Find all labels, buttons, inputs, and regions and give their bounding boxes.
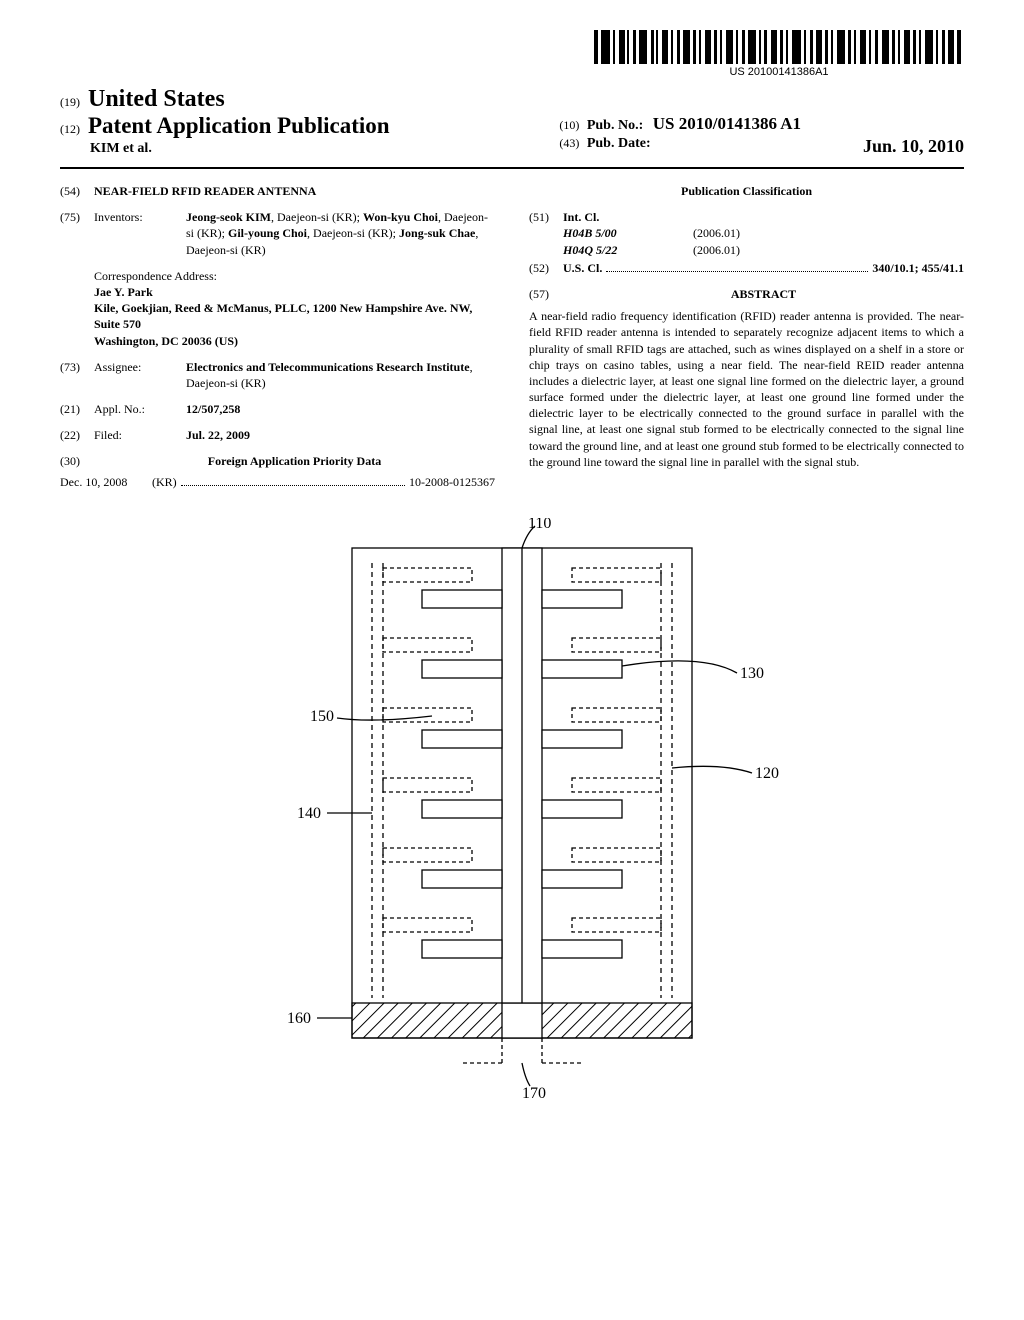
- pub-type-line: (12) Patent Application Publication: [60, 113, 525, 139]
- priority-heading: Foreign Application Priority Data: [94, 453, 495, 469]
- code-19: (19): [60, 95, 80, 109]
- assignee-row: (73) Assignee: Electronics and Telecommu…: [60, 359, 495, 391]
- intcl1-year: (2006.01): [693, 225, 740, 241]
- priority-heading-row: (30) Foreign Application Priority Data: [60, 453, 495, 469]
- priority-no: 10-2008-0125367: [409, 474, 495, 490]
- corr2: Kile, Goekjian, Reed & McManus, PLLC, 12…: [94, 300, 495, 332]
- classification-heading: Publication Classification: [529, 183, 964, 199]
- intcl-row: (51) Int. Cl. H04B 5/00 (2006.01) H04Q 5…: [529, 209, 964, 258]
- inv2: Won-kyu Choi: [363, 210, 438, 224]
- left-column: (54) NEAR-FIELD RFID READER ANTENNA (75)…: [60, 183, 495, 490]
- pub-no-line: (10) Pub. No.: US 2010/0141386 A1: [559, 114, 964, 134]
- intcl2-year: (2006.01): [693, 242, 740, 258]
- pub-no-label: Pub. No.:: [587, 118, 643, 133]
- filed-row: (22) Filed: Jul. 22, 2009: [60, 427, 495, 443]
- dotline: [181, 485, 405, 486]
- dotline2: [606, 271, 868, 272]
- filed: Jul. 22, 2009: [186, 427, 495, 443]
- patent-figure: 110 130 120 150 140 160 170: [232, 518, 792, 1098]
- intcl-label: Int. Cl.: [563, 209, 964, 225]
- pub-date: Jun. 10, 2010: [863, 136, 964, 157]
- barcode: US 20100141386A1: [594, 30, 964, 78]
- inv3: Gil-young Choi: [228, 226, 307, 240]
- assignee-name: Electronics and Telecommunications Resea…: [186, 360, 470, 374]
- inv1: Jeong-seok KIM: [186, 210, 271, 224]
- uscl: 340/10.1; 455/41.1: [872, 260, 964, 276]
- code-10: (10): [559, 118, 579, 132]
- inventors-label: Inventors:: [94, 209, 186, 258]
- corr1: Jae Y. Park: [94, 284, 495, 300]
- intcl2-row: H04Q 5/22 (2006.01): [563, 242, 964, 258]
- invention-title: NEAR-FIELD RFID READER ANTENNA: [94, 183, 495, 199]
- fig-label-110: 110: [528, 518, 551, 532]
- assignee-label: Assignee:: [94, 359, 186, 391]
- columns: (54) NEAR-FIELD RFID READER ANTENNA (75)…: [60, 183, 964, 490]
- code-73: (73): [60, 359, 94, 391]
- code-12: (12): [60, 122, 80, 136]
- code-51: (51): [529, 209, 563, 258]
- fig-label-140: 140: [297, 805, 321, 822]
- fig-label-170: 170: [522, 1085, 546, 1098]
- intcl-body: Int. Cl. H04B 5/00 (2006.01) H04Q 5/22 (…: [563, 209, 964, 258]
- figure-area: 110 130 120 150 140 160 170: [60, 518, 964, 1098]
- authors: KIM et al.: [60, 141, 525, 157]
- filed-label: Filed:: [94, 427, 186, 443]
- priority-row: Dec. 10, 2008 (KR) 10-2008-0125367: [60, 474, 495, 490]
- applno-row: (21) Appl. No.: 12/507,258: [60, 401, 495, 417]
- intcl1-row: H04B 5/00 (2006.01): [563, 225, 964, 241]
- header: (19) United States (12) Patent Applicati…: [60, 86, 964, 157]
- right-column: Publication Classification (51) Int. Cl.…: [529, 183, 964, 490]
- title-row: (54) NEAR-FIELD RFID READER ANTENNA: [60, 183, 495, 199]
- correspondence-row: Correspondence Address: Jae Y. Park Kile…: [60, 268, 495, 349]
- country-line: (19) United States: [60, 86, 525, 113]
- barcode-area: US 20100141386A1: [60, 30, 964, 80]
- pub-no: US 2010/0141386 A1: [653, 114, 801, 133]
- inv4: Jong-suk Chae: [399, 226, 475, 240]
- inventors-row: (75) Inventors: Jeong-seok KIM, Daejeon-…: [60, 209, 495, 258]
- priority-cc: (KR): [152, 474, 177, 490]
- uscl-label: U.S. Cl.: [563, 260, 602, 276]
- inventors: Jeong-seok KIM, Daejeon-si (KR); Won-kyu…: [186, 209, 495, 258]
- pub-date-line: (43) Pub. Date: Jun. 10, 2010: [559, 136, 964, 157]
- abstract-text: A near-field radio frequency identificat…: [529, 308, 964, 470]
- fig-label-150: 150: [310, 708, 334, 725]
- pub-type: Patent Application Publication: [88, 113, 390, 138]
- fig-label-130: 130: [740, 665, 764, 682]
- fig-label-160: 160: [287, 1010, 311, 1027]
- code-75: (75): [60, 209, 94, 258]
- intcl1: H04B 5/00: [563, 225, 693, 241]
- code-52: (52): [529, 260, 563, 276]
- correspondence: Correspondence Address: Jae Y. Park Kile…: [94, 268, 495, 349]
- code-57: (57): [529, 286, 563, 302]
- abstract-heading-row: (57) ABSTRACT: [529, 286, 964, 302]
- header-left: (19) United States (12) Patent Applicati…: [60, 86, 525, 157]
- applno: 12/507,258: [186, 401, 495, 417]
- code-30: (30): [60, 453, 94, 469]
- abstract-heading: ABSTRACT: [563, 286, 964, 302]
- code-22: (22): [60, 427, 94, 443]
- priority-date: Dec. 10, 2008: [60, 474, 152, 490]
- header-right: (10) Pub. No.: US 2010/0141386 A1 (43) P…: [525, 112, 964, 157]
- assignee: Electronics and Telecommunications Resea…: [186, 359, 495, 391]
- code-21: (21): [60, 401, 94, 417]
- page: US 20100141386A1 (19) United States (12)…: [0, 0, 1024, 1138]
- barcode-svg: [594, 30, 964, 64]
- code-43: (43): [559, 136, 579, 150]
- intcl2: H04Q 5/22: [563, 242, 693, 258]
- fig-label-120: 120: [755, 765, 779, 782]
- barcode-number: US 20100141386A1: [594, 66, 964, 78]
- header-rule: [60, 167, 964, 169]
- corr-label: Correspondence Address:: [94, 268, 495, 284]
- applno-label: Appl. No.:: [94, 401, 186, 417]
- uscl-row: (52) U.S. Cl. 340/10.1; 455/41.1: [529, 260, 964, 276]
- code-54: (54): [60, 183, 94, 199]
- pub-date-label: Pub. Date:: [587, 136, 651, 151]
- corr3: Washington, DC 20036 (US): [94, 333, 495, 349]
- country: United States: [88, 86, 225, 112]
